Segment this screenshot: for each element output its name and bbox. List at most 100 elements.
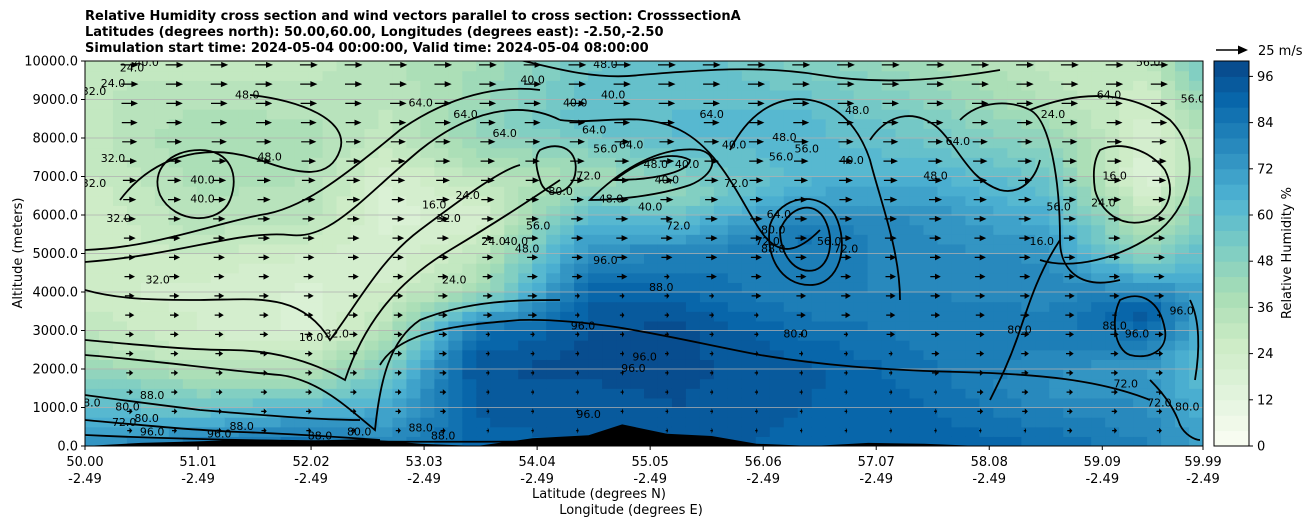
rh-cell [1175, 369, 1190, 380]
rh-cell [657, 369, 673, 380]
rh-cell [951, 359, 967, 370]
rh-cell [755, 80, 771, 91]
contour-label: 64.0 [453, 108, 478, 121]
rh-cell [671, 109, 687, 120]
rh-cell [364, 215, 380, 226]
rh-cell [671, 147, 687, 158]
rh-cell [504, 138, 519, 149]
rh-cell [140, 109, 156, 120]
wind-vector [792, 61, 811, 68]
rh-cell [518, 388, 533, 399]
rh-cell [1147, 176, 1162, 187]
contour-label: 48.0 [772, 131, 797, 144]
rh-cell [867, 215, 883, 226]
rh-cell [420, 388, 435, 399]
rh-cell [1021, 243, 1036, 255]
rh-cell [937, 118, 953, 129]
rh-cell [951, 340, 967, 351]
rh-cell [546, 426, 561, 437]
wind-vector [1151, 100, 1168, 107]
rh-cell [560, 166, 575, 178]
rh-cell [532, 378, 547, 389]
rh-cell [602, 224, 617, 235]
rh-cell [1091, 243, 1106, 255]
rh-cell [154, 378, 170, 389]
rh-cell [112, 301, 128, 312]
rh-cell [182, 138, 198, 149]
wind-vector [1154, 273, 1165, 280]
rh-cell [308, 205, 324, 216]
rh-cell [588, 109, 603, 120]
rh-cell [462, 272, 477, 283]
rh-cell [350, 195, 366, 206]
rh-cell [336, 397, 352, 409]
rh-cell [224, 109, 240, 120]
rh-cell [476, 118, 491, 129]
rh-cell [951, 195, 967, 206]
rh-cell [182, 397, 198, 409]
rh-cell [783, 176, 799, 187]
rh-cell [1175, 417, 1190, 428]
rh-cell [588, 388, 603, 399]
rh-cell [825, 70, 841, 81]
rh-cell [1119, 417, 1134, 428]
rh-cell [154, 359, 170, 370]
rh-cell [1007, 292, 1022, 303]
rh-cell [504, 89, 519, 101]
rh-cell [140, 186, 156, 197]
rh-cell [560, 128, 575, 139]
rh-cell [448, 340, 463, 351]
wind-vector [837, 81, 855, 88]
rh-cell [909, 118, 925, 129]
wind-vector [121, 100, 138, 107]
rh-cell [685, 282, 701, 293]
rh-cell [965, 292, 980, 303]
rh-cell [839, 263, 855, 274]
rh-cell [1035, 397, 1050, 409]
rh-cell [378, 166, 394, 178]
rh-cell [364, 397, 380, 409]
rh-cell [769, 80, 785, 91]
y-axis-label: Altitude (meters) [11, 198, 26, 309]
rh-cell [797, 282, 813, 293]
rh-cell [196, 397, 212, 409]
rh-cell [154, 292, 170, 303]
rh-cell [308, 417, 324, 428]
wind-vector [1150, 61, 1169, 68]
wind-vector [390, 100, 407, 107]
rh-cell [504, 340, 519, 351]
rh-cell [504, 388, 519, 399]
rh-cell [462, 176, 477, 187]
rh-cell [685, 388, 701, 399]
rh-cell [811, 128, 827, 139]
rh-cell [224, 89, 240, 101]
rh-cell [602, 253, 617, 264]
rh-cell [140, 301, 156, 312]
wind-vector [256, 158, 272, 165]
rh-cell [881, 80, 897, 91]
rh-cell [1175, 205, 1190, 216]
rh-cell [630, 224, 645, 235]
rh-cell [364, 138, 380, 149]
rh-cell [699, 166, 715, 178]
rh-cell [266, 378, 282, 389]
wind-vector [703, 119, 720, 126]
rh-cell [1161, 436, 1176, 446]
rh-cell [378, 388, 394, 399]
wind-vector [392, 215, 405, 222]
rh-cell [979, 301, 994, 312]
rh-cell [741, 272, 757, 283]
rh-cell [993, 195, 1008, 206]
rh-cell [1105, 253, 1120, 264]
wind-vector [928, 177, 943, 184]
rh-cell [336, 147, 352, 158]
rh-cell [462, 61, 477, 72]
rh-cell [671, 118, 687, 129]
wind-vector [795, 254, 807, 261]
rh-cell [210, 186, 226, 197]
rh-cell [1021, 359, 1036, 370]
rh-cell [196, 215, 212, 226]
rh-cell [769, 89, 785, 101]
rh-cell [937, 311, 953, 322]
rh-cell [797, 397, 813, 409]
